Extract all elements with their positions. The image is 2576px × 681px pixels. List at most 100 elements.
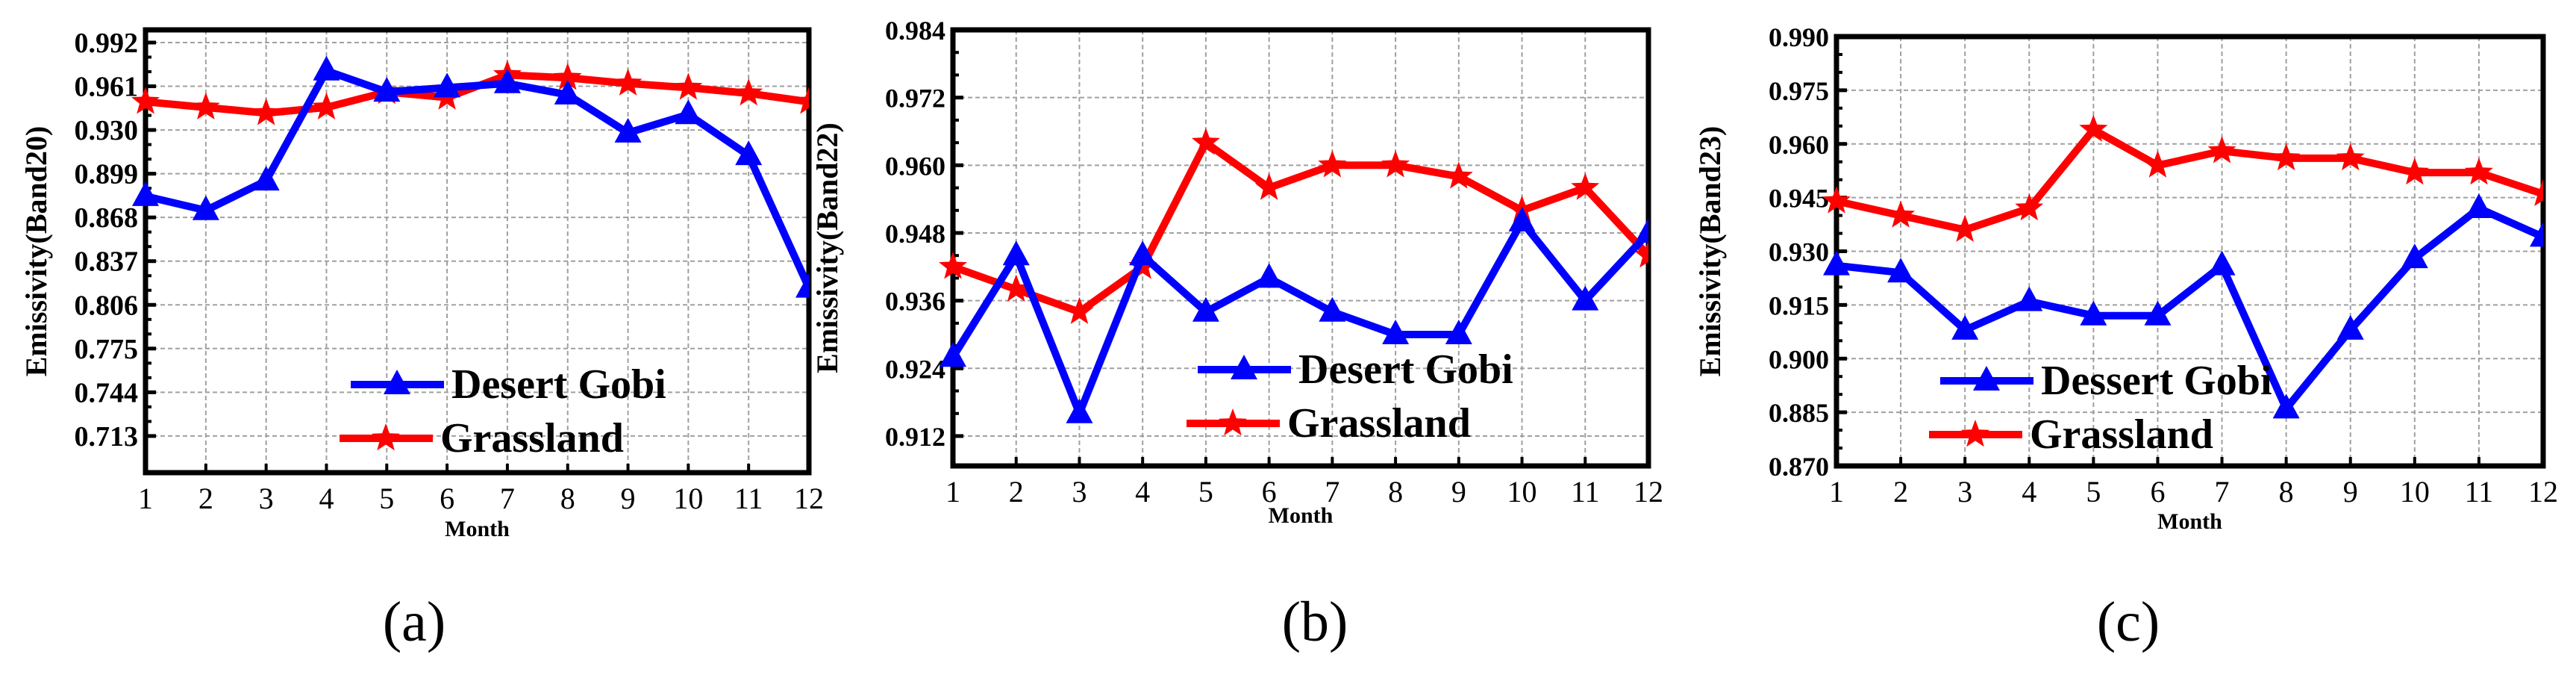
triangle-marker-icon	[735, 140, 763, 166]
x-tick-label: 4	[2022, 475, 2036, 509]
star-marker-icon	[251, 98, 281, 125]
star-marker-icon	[1886, 200, 1916, 228]
legend-label: Desert Gobi	[451, 361, 666, 408]
y-tick-label: 0.744	[75, 377, 139, 408]
x-tick-label: 6	[2150, 475, 2165, 509]
x-tick-label: 5	[379, 482, 394, 515]
star-marker-icon	[1254, 172, 1284, 200]
y-tick-label: 0.930	[1769, 237, 1829, 267]
legend-triangle-icon	[1231, 355, 1257, 379]
triangle-marker-icon	[2272, 394, 2300, 419]
x-axis-label: Month	[1269, 503, 1334, 528]
x-tick-label: 5	[1198, 475, 1213, 509]
x-tick-label: 2	[1893, 475, 1908, 509]
y-tick-label: 0.912	[885, 422, 945, 452]
x-tick-label: 11	[734, 482, 763, 515]
series-dessert-gobi	[1823, 193, 2543, 419]
y-tick-label: 0.992	[75, 28, 139, 59]
legend: Dessert Gobi Grassland	[1929, 358, 2272, 458]
y-tick-label: 0.960	[1769, 130, 1829, 160]
star-marker-icon	[1381, 150, 1410, 178]
triangle-marker-icon	[1002, 240, 1030, 266]
y-tick-label: 0.915	[1769, 290, 1829, 320]
triangle-marker-icon	[1255, 263, 1283, 288]
y-tick-label: 0.837	[75, 246, 139, 278]
triangle-marker-icon	[1319, 296, 1346, 322]
triangle-marker-icon	[940, 342, 966, 367]
plot-frame	[143, 27, 812, 476]
x-tick-label: 7	[2215, 475, 2230, 509]
triangle-marker-icon	[252, 166, 280, 191]
x-tick-label: 3	[1957, 475, 1972, 509]
y-tick-label: 0.868	[75, 202, 139, 234]
star-marker-icon	[1634, 240, 1648, 268]
x-axis-label: Month	[2157, 509, 2222, 534]
triangle-marker-icon	[1192, 296, 1219, 322]
star-marker-icon	[1571, 172, 1600, 200]
chart-c: 0.870 0.885 0.900 0.915 0.930 0.945 0.960 0.975…	[1693, 22, 2558, 534]
y-tick-label: 0.900	[1769, 344, 1829, 374]
legend-star-icon	[372, 423, 400, 451]
x-tick-label: 11	[2465, 475, 2494, 509]
legend-triangle-icon	[384, 370, 410, 394]
legend-label: Desert Gobi	[1298, 346, 1513, 393]
y-tick-label: 0.936	[885, 287, 945, 317]
star-marker-icon	[2079, 114, 2108, 142]
triangle-marker-icon	[2465, 193, 2492, 218]
triangle-marker-icon	[2208, 250, 2236, 276]
y-tick-label: 0.775	[75, 334, 139, 365]
legend: Desert Gobi Grassland	[340, 361, 666, 461]
triangle-marker-icon	[313, 55, 340, 81]
star-marker-icon	[795, 87, 809, 114]
star-marker-icon	[2272, 143, 2301, 171]
star-marker-icon	[131, 87, 160, 114]
y-tick-label: 0.713	[75, 421, 139, 453]
series-grassland	[1822, 114, 2543, 242]
y-axis-label: Emissivity(Band20)	[19, 126, 53, 377]
triangle-marker-icon	[1129, 240, 1157, 266]
x-tick-label: 1	[945, 475, 960, 509]
triangle-marker-icon	[434, 72, 461, 98]
legend-star-icon	[1219, 408, 1247, 436]
series-desert-gobi	[132, 55, 809, 298]
star-marker-icon	[1951, 214, 1980, 242]
triangle-marker-icon	[2016, 286, 2043, 311]
y-tick-label: 0.924	[885, 354, 945, 384]
triangle-marker-icon	[2080, 300, 2107, 326]
star-marker-icon	[1065, 296, 1094, 324]
x-tick-label: 12	[2528, 475, 2558, 509]
x-tick-label: 12	[794, 482, 824, 515]
star-marker-icon	[191, 92, 220, 119]
x-tick-label: 1	[1829, 475, 1844, 509]
triangle-marker-icon	[1066, 398, 1093, 423]
series-grassland	[131, 60, 809, 125]
y-tick-label: 0.806	[75, 290, 139, 321]
triangle-marker-icon	[795, 273, 809, 298]
y-tick-label: 0.972	[885, 84, 945, 114]
legend-label: Grassland	[440, 415, 624, 461]
star-marker-icon	[2336, 143, 2365, 171]
triangle-marker-icon	[1823, 250, 1850, 276]
legend-label: Grassland	[1287, 400, 1471, 447]
x-tick-label: 1	[138, 482, 153, 515]
chart-a: 0.713 0.744 0.775 0.806 0.837 0.868 0.899 0.930…	[19, 27, 824, 541]
star-marker-icon	[2207, 136, 2236, 164]
y-tick-label: 0.948	[885, 219, 945, 249]
triangle-marker-icon	[1951, 314, 1979, 340]
triangle-marker-icon	[2401, 243, 2428, 269]
x-tick-label: 10	[1507, 475, 1537, 509]
star-marker-icon	[613, 68, 643, 96]
triangle-marker-icon	[2144, 300, 2172, 326]
legend-triangle-icon	[1973, 366, 2000, 391]
star-marker-icon	[734, 78, 763, 106]
legend: Desert Gobi Grassland	[1187, 346, 1513, 447]
star-marker-icon	[1191, 128, 1220, 155]
triangle-marker-icon	[1572, 285, 1599, 311]
x-tick-label: 8	[560, 482, 575, 515]
x-tick-label: 6	[1262, 475, 1277, 509]
x-axis-label: Month	[445, 517, 510, 541]
y-tick-label: 0.899	[75, 159, 139, 190]
x-tick-label: 4	[1135, 475, 1150, 509]
star-marker-icon	[1318, 150, 1347, 178]
